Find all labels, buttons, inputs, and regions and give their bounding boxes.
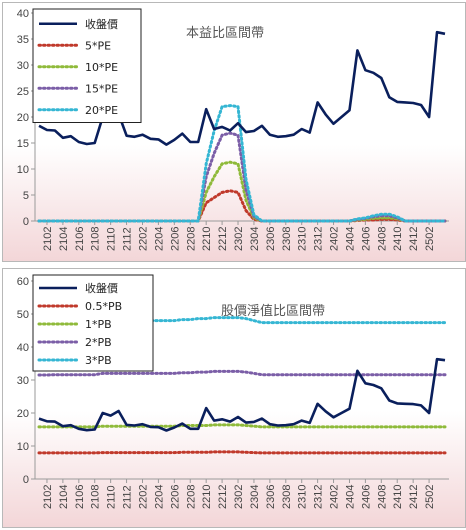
chart-title: 股價淨值比區間帶 xyxy=(221,303,325,319)
x-tick-label: 2208 xyxy=(185,227,197,251)
legend-label: 5*PE xyxy=(85,39,111,52)
x-tick-label: 2110 xyxy=(106,227,118,251)
chart-title: 本益比區間帶 xyxy=(186,26,264,41)
x-tick-label: 2410 xyxy=(392,485,404,509)
y-tick-label: 0 xyxy=(23,216,29,228)
x-tick-label: 2310 xyxy=(297,485,309,509)
y-tick-label: 5 xyxy=(23,190,29,202)
x-tick-label: 2304 xyxy=(249,485,261,509)
x-tick-label: 2302 xyxy=(233,227,245,251)
x-tick-label: 2108 xyxy=(90,227,102,251)
y-tick-label: 35 xyxy=(17,34,29,46)
x-tick-label: 2304 xyxy=(249,227,261,251)
x-tick-label: 2206 xyxy=(169,227,181,251)
series-line-2 xyxy=(37,423,447,429)
x-tick-label: 2308 xyxy=(281,485,293,509)
x-tick-label: 2210 xyxy=(201,227,213,251)
y-tick-label: 60 xyxy=(17,276,29,288)
x-tick-label: 2106 xyxy=(74,227,86,251)
x-tick-label: 2212 xyxy=(217,227,229,251)
y-tick-label: 40 xyxy=(17,342,29,354)
pb-band-chart-panel: 0 10 20 30 40 50 60 2102 2104 2106 2108 2110 2112 220… xyxy=(2,268,466,528)
x-tick-label: 2206 xyxy=(169,485,181,509)
series-line-1 xyxy=(37,189,447,223)
x-tick-label: 2406 xyxy=(360,227,372,251)
series-line-1 xyxy=(37,450,447,455)
y-tick-label: 10 xyxy=(17,441,29,453)
x-tick-label: 2306 xyxy=(265,485,277,509)
x-tick-label: 2502 xyxy=(424,227,436,251)
x-tick-label: 2102 xyxy=(42,227,54,251)
x-tick-label: 2406 xyxy=(360,485,372,509)
x-tick-label: 2210 xyxy=(201,485,213,509)
y-tick-label: 20 xyxy=(17,408,29,420)
pe-band-chart-panel: 0 5 10 15 20 25 30 35 40 2102 2104 2106 2108 2110 2112… xyxy=(2,2,466,262)
y-tick-label: 40 xyxy=(17,8,29,20)
legend-label: 3*PB xyxy=(85,354,112,367)
y-tick-label: 20 xyxy=(17,112,29,124)
series-line-3 xyxy=(37,369,447,377)
x-tick-label: 2110 xyxy=(106,485,118,509)
x-tick-label: 2402 xyxy=(329,227,341,251)
x-tick-label: 2404 xyxy=(344,227,356,251)
y-tick-label: 30 xyxy=(17,375,29,387)
legend-label: 1*PB xyxy=(85,318,112,331)
x-tick-label: 2208 xyxy=(185,485,197,509)
legend-label: 20*PE xyxy=(85,104,118,117)
x-tick-label: 2412 xyxy=(408,485,420,509)
legend-box xyxy=(32,8,142,123)
legend-label: 2*PB xyxy=(85,336,112,349)
x-tick-label: 2202 xyxy=(137,485,149,509)
x-tick-label: 2202 xyxy=(137,227,149,251)
x-tick-label: 2106 xyxy=(74,485,86,509)
x-tick-label: 2104 xyxy=(58,227,70,251)
x-tick-label: 2410 xyxy=(392,227,404,251)
x-tick-label: 2112 xyxy=(122,485,134,509)
x-tick-label: 2306 xyxy=(265,227,277,251)
x-tick-label: 2412 xyxy=(408,227,420,251)
legend-label: 15*PE xyxy=(85,82,118,95)
x-tick-label: 2302 xyxy=(233,485,245,509)
x-tick-label: 2312 xyxy=(313,227,325,251)
series-line-4 xyxy=(37,104,447,223)
x-tick-label: 2204 xyxy=(153,485,165,509)
x-tick-label: 2502 xyxy=(424,485,436,509)
x-tick-label: 2102 xyxy=(42,485,54,509)
x-tick-label: 2104 xyxy=(58,485,70,509)
x-tick-label: 2108 xyxy=(90,485,102,509)
x-tick-label: 2312 xyxy=(313,485,325,509)
legend-label: 收盤價 xyxy=(85,17,118,31)
y-tick-label: 0 xyxy=(23,474,29,486)
x-tick-label: 2308 xyxy=(281,227,293,251)
x-tick-label: 2408 xyxy=(376,227,388,251)
y-tick-label: 10 xyxy=(17,164,29,176)
x-tick-label: 2402 xyxy=(329,485,341,509)
y-tick-label: 25 xyxy=(17,86,29,98)
legend-label: 收盤價 xyxy=(85,281,118,295)
x-tick-label: 2408 xyxy=(376,485,388,509)
y-tick-label: 30 xyxy=(17,60,29,72)
x-tick-label: 2404 xyxy=(344,485,356,509)
y-tick-label: 15 xyxy=(17,138,29,150)
pe-band-chart: 0 5 10 15 20 25 30 35 40 2102 2104 2106 2108 2110 2112… xyxy=(17,8,449,251)
x-tick-label: 2310 xyxy=(297,227,309,251)
x-tick-label: 2112 xyxy=(122,227,134,251)
legend-label: 0.5*PB xyxy=(85,300,122,313)
x-tick-label: 2212 xyxy=(217,485,229,509)
legend-label: 10*PE xyxy=(85,61,118,74)
y-tick-label: 50 xyxy=(17,309,29,321)
x-tick-label: 2204 xyxy=(153,227,165,251)
series-line-0 xyxy=(38,357,446,432)
